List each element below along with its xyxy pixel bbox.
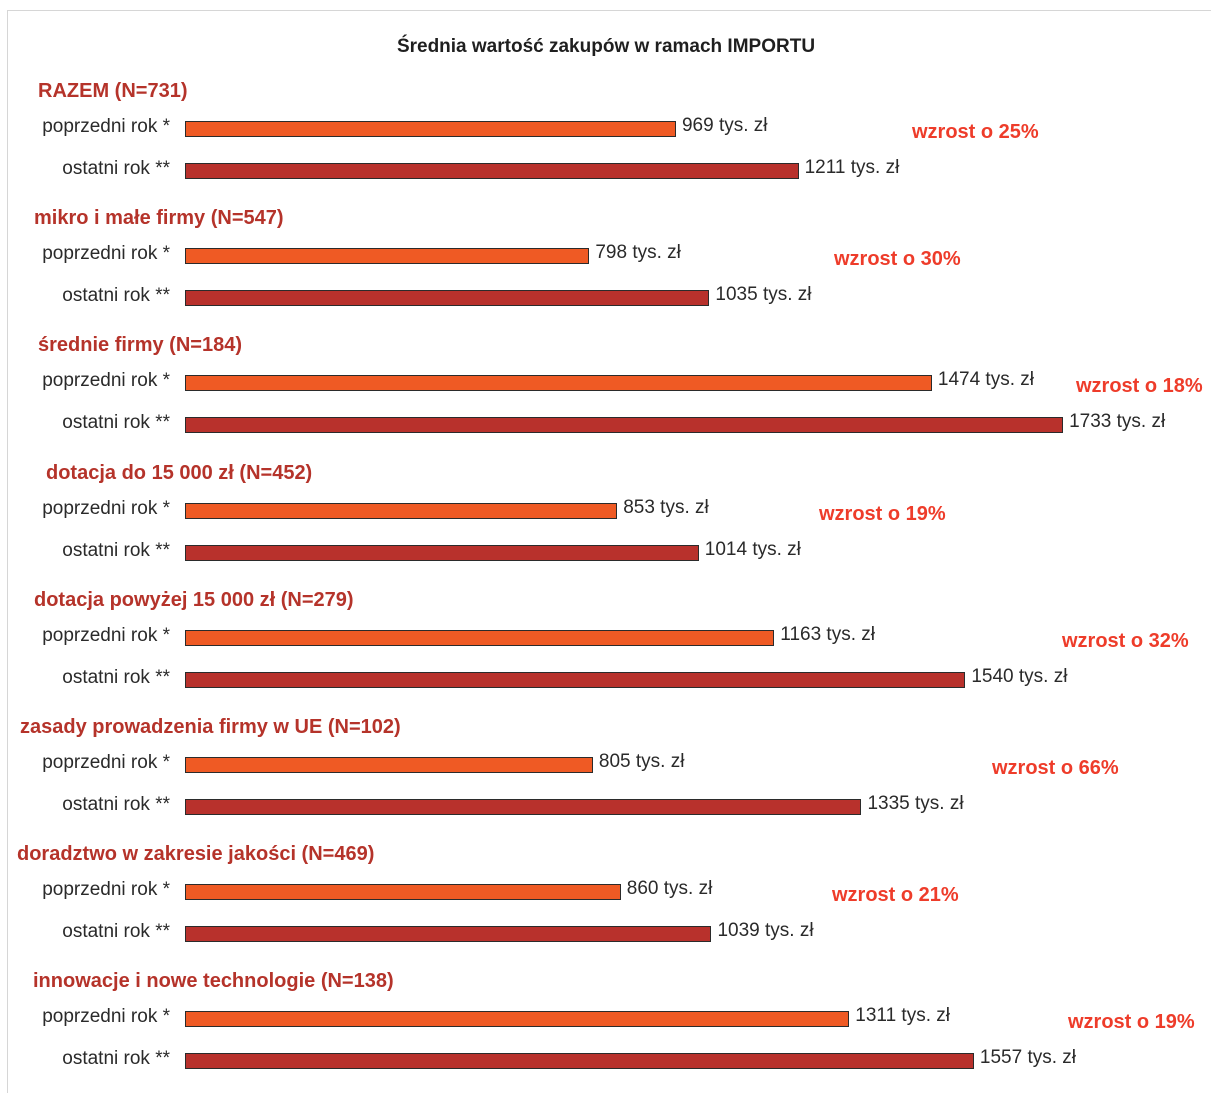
bar-last xyxy=(185,1053,974,1070)
bar-prev xyxy=(185,248,590,265)
bar-prev xyxy=(185,375,932,392)
group-title: dotacja powyżej 15 000 zł (N=279) xyxy=(34,588,354,611)
data-label-prev: 1163 tys. zł xyxy=(780,623,875,645)
data-label-prev: 969 tys. zł xyxy=(681,115,768,136)
data-label-prev: 798 tys. zł xyxy=(595,242,681,264)
data-label-prev: 1311 tys. zł xyxy=(855,1005,950,1027)
growth-annotation: wzrost o 25% xyxy=(912,121,1039,143)
data-label-prev: 860 tys. zł xyxy=(626,878,713,900)
bar-prev xyxy=(185,884,621,901)
chart-frame xyxy=(7,10,1211,1093)
data-label-last: 1014 tys. zł xyxy=(704,538,801,560)
data-label-last: 1335 tys. zł xyxy=(867,793,964,814)
growth-annotation: wzrost o 21% xyxy=(832,884,959,907)
row-label-last: ostatni rok ** xyxy=(62,412,170,434)
row-label-prev: poprzedni rok * xyxy=(42,879,170,901)
growth-annotation: wzrost o 19% xyxy=(1068,1011,1195,1034)
growth-annotation: wzrost o 18% xyxy=(1076,375,1203,398)
row-label-last: ostatni rok ** xyxy=(62,1048,170,1070)
data-label-prev: 853 tys. zł xyxy=(623,496,709,518)
row-label-last: ostatni rok ** xyxy=(62,285,170,307)
row-label-prev: poprzedni rok * xyxy=(42,752,170,773)
bar-last xyxy=(185,417,1064,434)
group-title: zasady prowadzenia firmy w UE (N=102) xyxy=(20,716,401,738)
group-title: mikro i małe firmy (N=547) xyxy=(34,207,284,230)
row-label-last: ostatni rok ** xyxy=(62,921,170,943)
row-label-prev: poprzedni rok * xyxy=(42,370,170,392)
row-label-last: ostatni rok ** xyxy=(62,158,170,179)
bar-prev xyxy=(185,757,593,773)
bar-prev xyxy=(185,1011,850,1028)
data-label-last: 1035 tys. zł xyxy=(715,284,812,306)
growth-annotation: wzrost o 19% xyxy=(819,502,946,525)
bar-last xyxy=(185,163,799,179)
data-label-last: 1540 tys. zł xyxy=(971,665,1068,687)
bar-last xyxy=(185,544,699,561)
growth-annotation: wzrost o 32% xyxy=(1062,629,1189,652)
row-label-prev: poprzedni rok * xyxy=(42,243,170,265)
data-label-prev: 1474 tys. zł xyxy=(937,369,1034,391)
bar-last xyxy=(185,671,966,688)
chart-title: Średnia wartość zakupów w ramach IMPORTU xyxy=(396,36,816,57)
bar-last xyxy=(185,926,712,943)
bar-prev xyxy=(185,629,775,646)
group-title: doradztwo w zakresie jakości (N=469) xyxy=(17,843,375,866)
data-label-last: 1039 tys. zł xyxy=(717,920,814,942)
group-title: RAZEM (N=731) xyxy=(38,80,188,102)
bar-prev xyxy=(185,121,676,137)
data-label-prev: 805 tys. zł xyxy=(598,751,685,772)
group-title: średnie firmy (N=184) xyxy=(38,334,242,357)
row-label-prev: poprzedni rok * xyxy=(42,1006,170,1028)
group-title: innowacje i nowe technologie (N=138) xyxy=(33,970,394,993)
row-label-prev: poprzedni rok * xyxy=(42,497,170,519)
data-label-last: 1211 tys. zł xyxy=(804,157,900,178)
row-label-prev: poprzedni rok * xyxy=(42,116,170,137)
growth-annotation: wzrost o 66% xyxy=(992,757,1119,779)
growth-annotation: wzrost o 30% xyxy=(834,248,961,271)
bar-last xyxy=(185,290,710,307)
row-label-last: ostatni rok ** xyxy=(62,794,170,815)
row-label-last: ostatni rok ** xyxy=(62,666,170,688)
row-label-prev: poprzedni rok * xyxy=(42,624,170,646)
data-label-last: 1733 tys. zł xyxy=(1069,411,1166,433)
bar-last xyxy=(185,799,862,815)
group-title: dotacja do 15 000 zł (N=452) xyxy=(46,461,313,484)
bar-prev xyxy=(185,502,618,519)
data-label-last: 1557 tys. zł xyxy=(979,1047,1077,1069)
row-label-last: ostatni rok ** xyxy=(62,539,170,561)
